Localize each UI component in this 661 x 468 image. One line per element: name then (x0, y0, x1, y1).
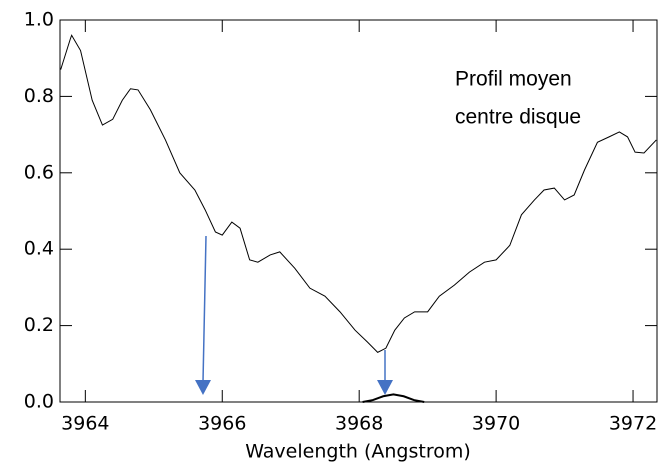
arrow-head (195, 380, 211, 395)
x-tick-label: 3970 (472, 413, 520, 435)
x-tick-label: 3966 (198, 413, 246, 435)
plot-frame (59, 19, 658, 403)
x-axis-label: Wavelength (Angstrom) (245, 441, 471, 463)
x-tick-label: 3964 (61, 413, 109, 435)
data-line (60, 34, 657, 353)
data-line (362, 393, 425, 403)
arrows (195, 235, 393, 395)
y-tick-label: 0.4 (24, 238, 54, 260)
y-tick-label: 0.6 (24, 161, 54, 183)
arrow (202, 235, 207, 383)
annotation: Profil moyen (455, 68, 572, 91)
x-tick-label: 3972 (609, 413, 657, 435)
x-tick-label: 3968 (335, 413, 383, 435)
arrow-head (377, 380, 393, 395)
y-tick-label: 1.0 (24, 9, 54, 31)
annotation: centre disque (455, 106, 581, 129)
y-tick-label: 0.8 (24, 85, 54, 107)
y-tick-label: 0.2 (24, 314, 54, 336)
y-tick-label: 0.0 (24, 391, 54, 413)
